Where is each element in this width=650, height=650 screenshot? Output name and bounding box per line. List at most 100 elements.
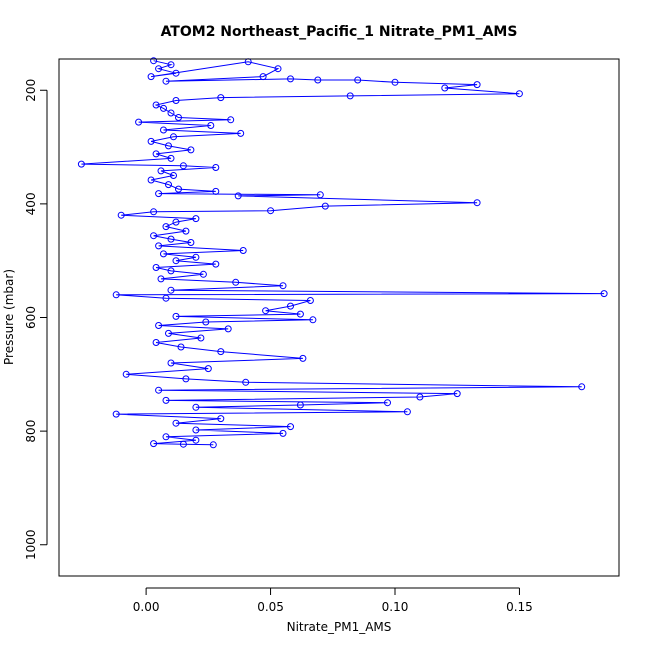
data-point <box>309 316 317 324</box>
data-point <box>160 250 167 258</box>
data-point <box>224 325 232 333</box>
data-point <box>162 223 170 231</box>
x-tick-label: 0.10 <box>382 600 409 614</box>
data-point <box>175 185 182 193</box>
x-tick-label: 0.00 <box>133 600 160 614</box>
data-point <box>391 78 399 86</box>
data-point <box>152 150 160 158</box>
data-point <box>199 270 207 278</box>
data-point <box>155 65 163 73</box>
data-point <box>172 97 180 104</box>
data-point <box>217 415 225 423</box>
data-point <box>165 329 172 337</box>
data-point <box>160 104 167 112</box>
data-point <box>204 365 212 373</box>
data-point <box>150 232 158 240</box>
data-point <box>321 202 329 210</box>
data-point <box>267 207 275 215</box>
data-point <box>172 419 180 427</box>
data-point <box>279 282 287 290</box>
data-point <box>197 334 205 342</box>
data-point <box>242 378 250 386</box>
data-point <box>403 408 411 416</box>
data-point <box>135 118 143 126</box>
data-point <box>287 302 294 310</box>
data-point <box>167 286 175 294</box>
data-point <box>117 211 125 219</box>
data-point <box>162 77 170 85</box>
data-point <box>157 167 165 175</box>
data-point <box>192 253 200 261</box>
data-point <box>192 215 200 223</box>
data-point <box>237 129 245 137</box>
data-point <box>77 160 85 168</box>
y-tick-label: 800 <box>24 420 38 443</box>
data-point <box>147 137 155 145</box>
data-point <box>150 208 158 216</box>
data-point <box>175 114 182 121</box>
data-point <box>287 423 294 431</box>
data-point <box>384 399 391 407</box>
plot-frame <box>58 58 620 577</box>
data-point <box>207 122 215 129</box>
data-point <box>155 190 163 198</box>
data-point <box>600 290 608 298</box>
data-point <box>182 227 190 235</box>
data-point <box>162 294 170 302</box>
chart-title: ATOM2 Northeast_Pacific_1 Nitrate_PM1_AM… <box>161 24 518 40</box>
data-point <box>227 116 235 124</box>
data-point <box>346 92 354 100</box>
data-point <box>155 386 163 394</box>
data-point <box>316 191 324 199</box>
y-tick-label: 400 <box>24 192 38 215</box>
data-point <box>234 192 242 200</box>
data-point <box>314 76 322 84</box>
data-point <box>515 90 523 98</box>
data-point <box>416 393 424 401</box>
x-tick-label: 0.05 <box>257 600 284 614</box>
data-point <box>112 410 120 418</box>
data-point <box>187 146 195 154</box>
data-point <box>192 426 200 434</box>
y-tick-label: 1000 <box>24 529 38 560</box>
data-point <box>170 172 177 179</box>
data-point <box>202 318 210 326</box>
data-point <box>172 69 180 77</box>
data-point <box>147 176 155 184</box>
y-tick-label: 200 <box>24 79 38 102</box>
data-point <box>187 239 195 246</box>
data-point <box>179 162 187 170</box>
data-point <box>182 375 190 383</box>
data-point <box>578 383 586 391</box>
data-point <box>212 187 220 195</box>
data-point <box>147 73 155 81</box>
data-point <box>473 199 481 207</box>
data-point <box>112 291 120 299</box>
data-point <box>232 278 240 286</box>
data-point <box>160 126 167 134</box>
x-tick-label: 0.15 <box>506 600 533 614</box>
data-point <box>162 396 170 404</box>
data-point <box>279 429 287 437</box>
data-point <box>239 247 247 254</box>
data-point <box>172 257 180 265</box>
data-point <box>473 81 481 89</box>
data-point <box>217 348 225 356</box>
data-point <box>296 401 304 409</box>
data-point <box>172 218 180 226</box>
data-point <box>192 436 200 444</box>
data-point <box>167 154 175 162</box>
data-point <box>165 142 172 150</box>
data-point <box>167 359 175 367</box>
data-point <box>212 260 220 268</box>
data-point <box>152 101 160 109</box>
data-point <box>217 94 225 102</box>
data-point <box>122 370 130 378</box>
data-point <box>157 275 165 283</box>
data-point <box>165 181 172 189</box>
plot-area <box>77 57 608 449</box>
data-point <box>287 75 294 83</box>
data-point <box>167 109 175 117</box>
data-point <box>167 267 175 275</box>
data-point <box>155 322 163 329</box>
